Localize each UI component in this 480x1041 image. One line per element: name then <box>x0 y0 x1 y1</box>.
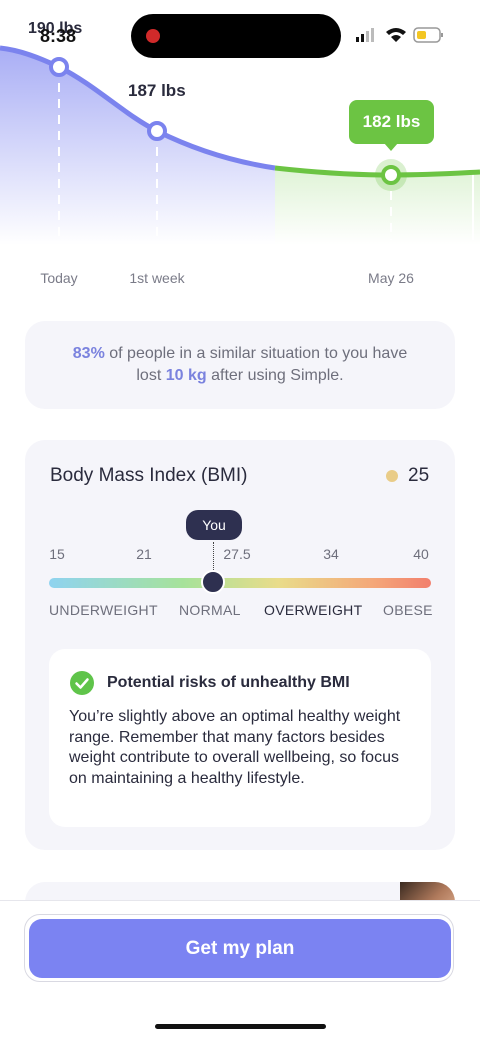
recording-dot <box>146 29 160 43</box>
point-label: 182 lbs <box>362 112 421 131</box>
you-badge: You <box>186 510 242 540</box>
button-outline <box>24 914 454 982</box>
scale-label: 34 <box>323 546 339 562</box>
status-time: 8:38 <box>40 26 77 46</box>
area-fill <box>275 168 480 245</box>
risk-box: Potential risks of unhealthy BMI You’re … <box>49 649 431 827</box>
marker-line <box>213 542 214 570</box>
check-icon <box>70 671 94 695</box>
text: after using Simple. <box>211 367 344 384</box>
scale-label: 21 <box>136 546 152 562</box>
point <box>147 121 167 141</box>
status-icons <box>356 27 443 43</box>
bubble-pointer <box>384 143 398 151</box>
x-label: 1st week <box>129 270 185 286</box>
point <box>49 57 69 77</box>
category-label: NORMAL <box>179 602 241 618</box>
weight-chart <box>0 45 480 245</box>
point <box>381 165 401 185</box>
scale-label: 15 <box>49 546 65 562</box>
bmi-knob <box>201 570 225 594</box>
stat-text: 83% of people in a similar situation to … <box>65 343 415 387</box>
stat-card: 83% of people in a similar situation to … <box>25 321 455 409</box>
label-bubble <box>349 100 434 144</box>
scale-label: 27.5 <box>223 546 251 562</box>
scale-label: 40 <box>413 546 429 562</box>
x-label: May 26 <box>368 270 414 286</box>
text: of people in a similar situation to you … <box>109 345 408 384</box>
bmi-title: Body Mass Index (BMI) <box>50 465 248 486</box>
category-label: UNDERWEIGHT <box>49 602 158 618</box>
curve <box>0 45 276 171</box>
bmi-value: 25 <box>408 465 430 486</box>
highlight: 83% <box>72 345 105 362</box>
risk-text: You’re slightly above an optimal healthy… <box>69 708 401 787</box>
risk-title: Potential risks of unhealthy BMI <box>107 674 350 691</box>
home-indicator <box>155 1024 326 1029</box>
category-label: OBESE <box>383 602 433 618</box>
cta-button[interactable]: Get my plan <box>29 919 451 978</box>
category-label: OVERWEIGHT <box>264 602 363 618</box>
area-fill <box>0 48 275 245</box>
point-label: 190 lbs <box>28 20 83 37</box>
dynamic-island <box>131 14 341 58</box>
value-dot <box>386 470 398 482</box>
x-label: Today <box>40 270 78 286</box>
point-label: 187 lbs <box>128 81 186 100</box>
bmi-bar <box>49 578 431 588</box>
highlight: 10 kg <box>165 367 207 384</box>
